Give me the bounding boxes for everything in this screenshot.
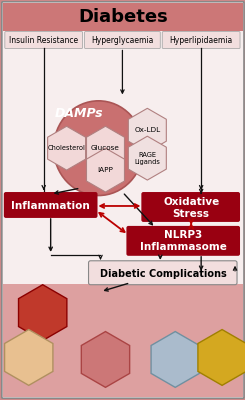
Text: NLRP3
Inflammasome: NLRP3 Inflammasome — [140, 230, 227, 252]
Text: Inflammation: Inflammation — [11, 201, 90, 211]
Text: DAMPs: DAMPs — [54, 107, 103, 120]
Text: RAGE
Ligands: RAGE Ligands — [135, 152, 160, 165]
Text: IAPP: IAPP — [98, 167, 113, 173]
Text: Diabetes: Diabetes — [78, 8, 168, 26]
FancyBboxPatch shape — [3, 3, 243, 30]
FancyBboxPatch shape — [162, 32, 240, 48]
Polygon shape — [198, 330, 245, 385]
FancyBboxPatch shape — [141, 192, 240, 222]
FancyBboxPatch shape — [4, 192, 98, 218]
FancyBboxPatch shape — [2, 2, 244, 398]
Text: Glucose: Glucose — [91, 145, 120, 151]
Text: Oxidative
Stress: Oxidative Stress — [163, 197, 219, 219]
FancyBboxPatch shape — [3, 284, 243, 397]
Text: Hyperglycaemia: Hyperglycaemia — [91, 36, 154, 45]
FancyBboxPatch shape — [126, 226, 240, 256]
FancyBboxPatch shape — [85, 32, 160, 48]
Polygon shape — [86, 148, 124, 192]
Text: Cholesterol: Cholesterol — [48, 145, 86, 151]
Polygon shape — [128, 136, 166, 180]
Polygon shape — [19, 285, 67, 340]
Polygon shape — [48, 126, 86, 170]
FancyBboxPatch shape — [88, 261, 237, 285]
Polygon shape — [128, 108, 166, 152]
Polygon shape — [151, 332, 199, 387]
Polygon shape — [5, 330, 53, 385]
Text: Diabetic Complications: Diabetic Complications — [100, 269, 227, 279]
Text: Insulin Resistance: Insulin Resistance — [9, 36, 78, 45]
Text: Hyperlipidaemia: Hyperlipidaemia — [170, 36, 233, 45]
Polygon shape — [81, 332, 130, 387]
Ellipse shape — [54, 101, 143, 196]
FancyBboxPatch shape — [5, 32, 83, 48]
Text: Ox-LDL: Ox-LDL — [134, 127, 160, 133]
Polygon shape — [86, 126, 124, 170]
